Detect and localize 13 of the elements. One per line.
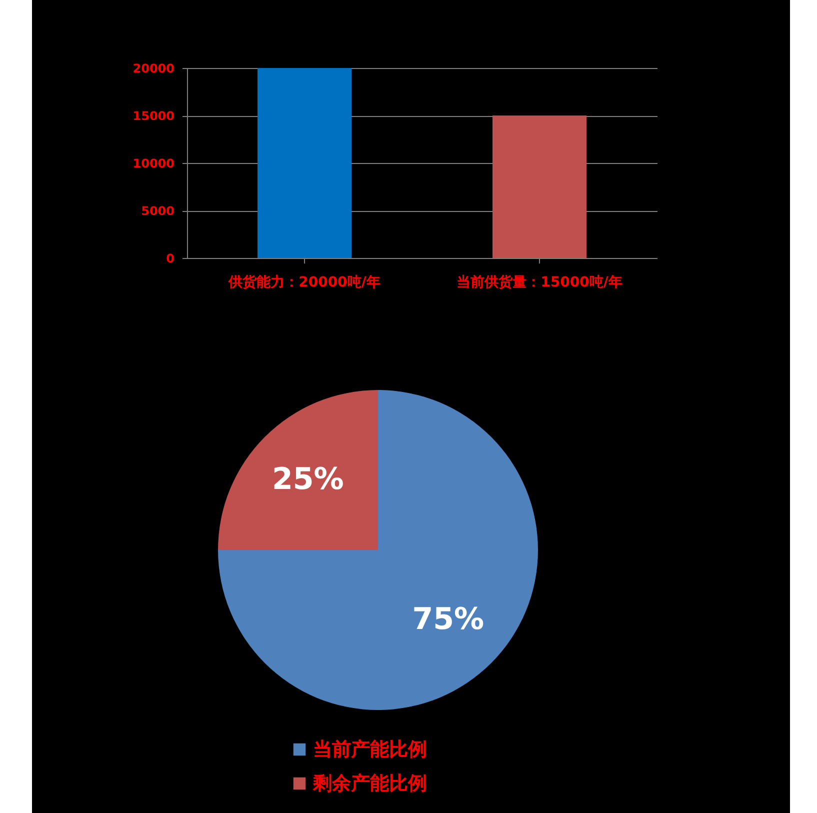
y-tick-label: 10000 xyxy=(132,156,174,170)
legend-label: 当前产能比例 xyxy=(313,738,427,760)
y-tick-label: 5000 xyxy=(141,204,174,218)
x-tick-label: 当前供货量：15000吨/年 xyxy=(456,274,622,290)
x-tick-label: 供货能力：20000吨/年 xyxy=(228,274,380,290)
y-tick-label: 0 xyxy=(166,252,174,266)
data-label: 25% xyxy=(272,462,344,497)
data-label: 75% xyxy=(412,602,484,638)
legend-label: 剩余产能比例 xyxy=(312,772,427,794)
y-tick-label: 20000 xyxy=(132,62,174,76)
pie-slice xyxy=(218,390,538,710)
pie-slice xyxy=(218,390,378,550)
y-tick-label: 15000 xyxy=(132,109,174,123)
